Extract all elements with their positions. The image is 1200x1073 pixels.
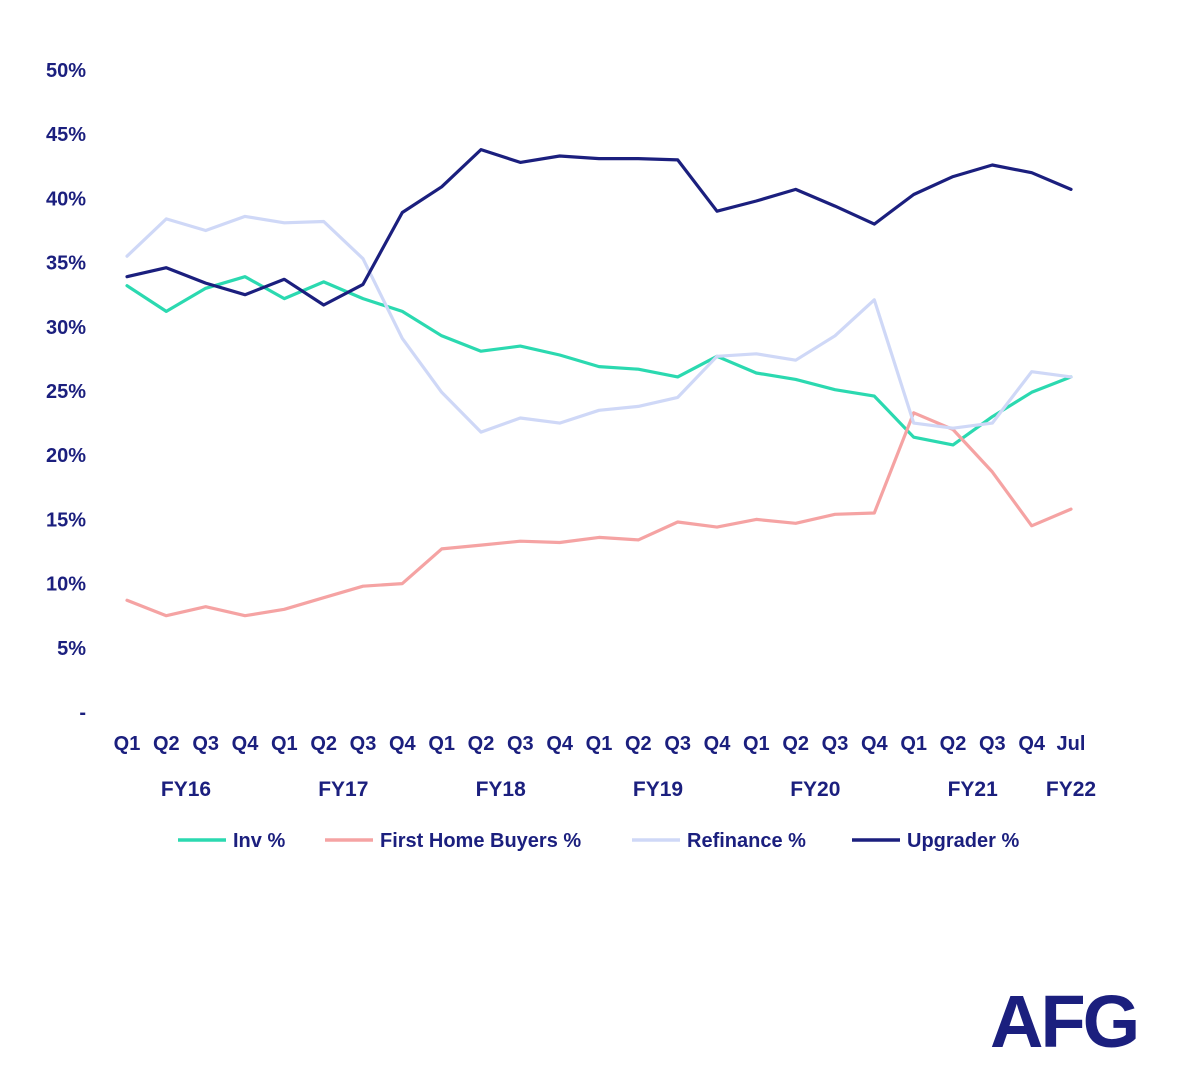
fiscal-year-label: FY21 [948,778,999,801]
series-line-first-home-buyers [125,411,1073,618]
y-axis-labels: - 5% 10% 15% 20% 25% 30% 35% 40% 45% 50% [46,60,86,724]
legend-label: Refinance % [687,830,806,852]
legend-label: Upgrader % [907,830,1019,852]
y-tick-label: 25% [46,381,86,403]
x-tick-label: Q1 [743,733,770,755]
y-tick-label: 35% [46,253,86,275]
x-tick-label: Q3 [979,733,1006,755]
x-tick-label: Q1 [114,733,141,755]
x-tick-label: Q1 [271,733,298,755]
legend-label: First Home Buyers % [380,830,581,852]
x-tick-label: Q3 [350,733,377,755]
y-tick-label: 40% [46,188,86,210]
series-line-refinance [125,214,1073,434]
x-tick-label: Q2 [782,733,809,755]
x-tick-label: Q3 [822,733,849,755]
x-tick-label: Q1 [428,733,455,755]
y-tick-label: 5% [57,638,86,660]
x-tick-label: Q2 [153,733,180,755]
afg-logo: AFG [990,980,1140,1063]
y-tick-label: 50% [46,60,86,82]
x-tick-label: Q2 [310,733,337,755]
x-tick-label: Q3 [664,733,691,755]
x-tick-label: Q4 [1018,733,1046,755]
fiscal-year-label: FY20 [790,778,840,801]
x-tick-label: Q4 [704,733,732,755]
y-tick-label: 15% [46,509,86,531]
fiscal-year-label: FY18 [476,778,527,801]
y-tick-label: 10% [46,574,86,596]
x-tick-label: Q2 [468,733,495,755]
fiscal-year-label: FY17 [318,778,368,801]
x-tick-label: Q1 [586,733,613,755]
series-line-inv [125,275,1073,447]
x-tick-label: Q4 [389,733,417,755]
y-tick-label: - [79,702,86,724]
y-tick-label: 20% [46,445,86,467]
fiscal-year-label: FY16 [161,778,211,801]
x-tick-label: Q1 [900,733,927,755]
x-tick-label: Q4 [861,733,889,755]
series-line-upgrader [125,148,1073,307]
x-tick-label: Q4 [546,733,574,755]
x-tick-label: Q3 [192,733,219,755]
x-axis-labels: Q1 Q2 Q3 Q4 Q1 Q2 Q3 Q4 Q1 Q2 Q3 Q4 Q1 Q2 Q3 Q4 Q1 Q2 Q3 Q4… [114,733,1086,755]
x-tick-label: Jul [1057,733,1086,755]
series-lines [125,148,1073,618]
fiscal-year-labels: FY16 FY17 FY18 FY19 FY20 FY21 FY22 [161,778,1096,801]
fiscal-year-label: FY19 [633,778,683,801]
x-tick-label: Q2 [625,733,652,755]
x-tick-label: Q3 [507,733,534,755]
legend-label: Inv % [233,830,285,852]
fiscal-year-label: FY22 [1046,778,1096,801]
y-tick-label: 45% [46,124,86,146]
x-tick-label: Q4 [232,733,260,755]
y-tick-label: 30% [46,317,86,339]
legend: Inv % First Home Buyers % Refinance % Upgra… [178,830,1019,852]
x-tick-label: Q2 [940,733,967,755]
